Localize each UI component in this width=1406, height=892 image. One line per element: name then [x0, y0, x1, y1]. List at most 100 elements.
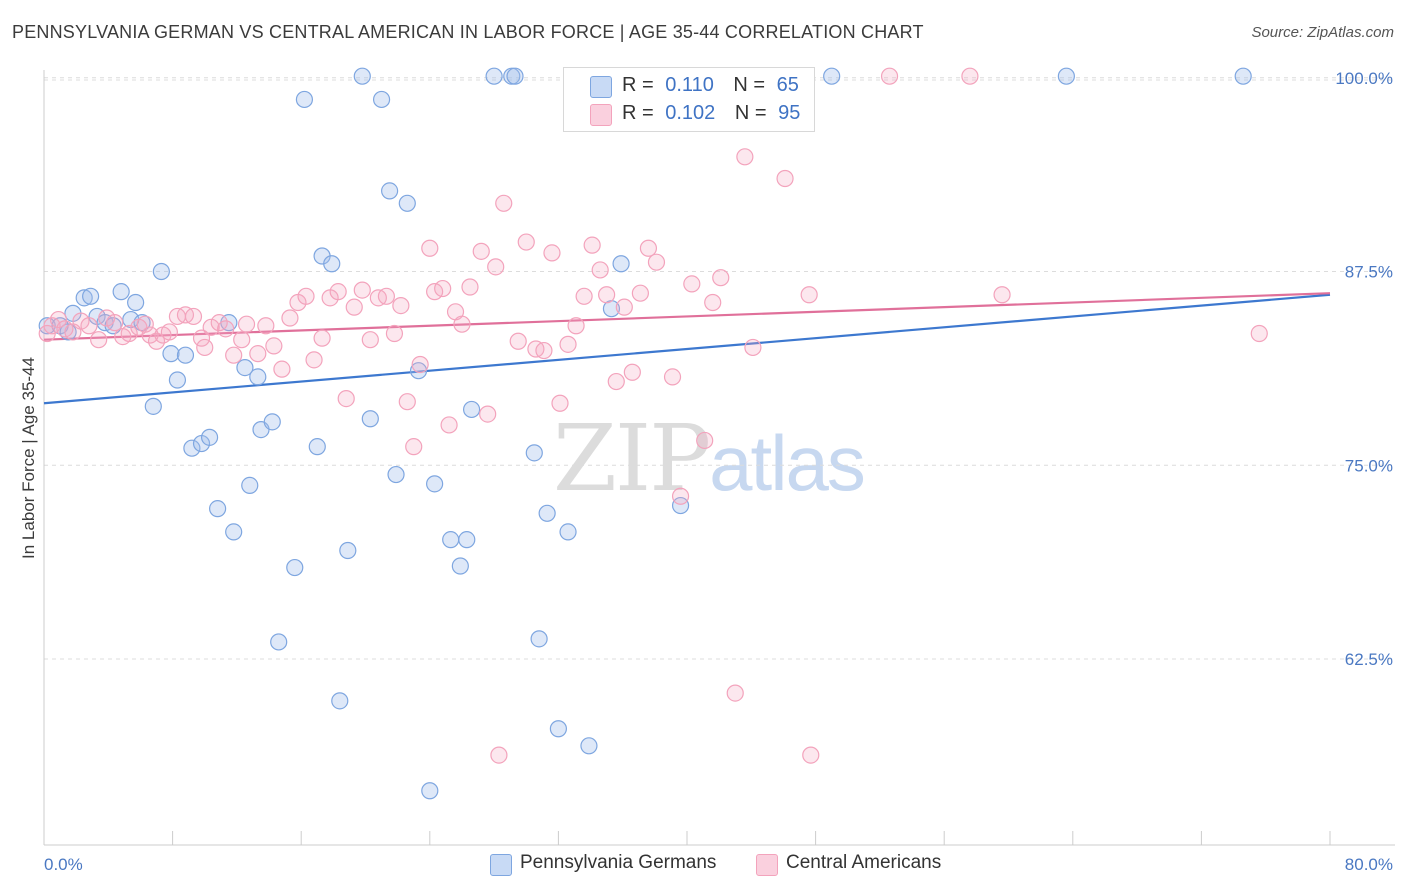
chart-title: PENNSYLVANIA GERMAN VS CENTRAL AMERICAN …	[12, 22, 924, 42]
data-point-blue	[183, 439, 201, 457]
data-point-pink	[704, 293, 722, 312]
axes	[43, 70, 1395, 846]
data-point-pink	[160, 323, 178, 341]
data-point-pink	[671, 487, 690, 505]
trend-line-pink	[43, 292, 1331, 341]
data-point-blue	[372, 90, 391, 109]
legend-blue-n-label: N =	[733, 74, 766, 96]
data-point-pink	[461, 278, 479, 296]
data-point-pink	[202, 318, 220, 336]
data-point-pink	[72, 312, 90, 330]
data-point-pink	[880, 67, 899, 85]
data-point-pink	[265, 337, 283, 355]
data-point-pink	[337, 390, 355, 408]
data-point-pink	[607, 372, 625, 391]
data-point-blue	[112, 283, 130, 301]
data-point-blue	[323, 255, 341, 273]
data-point-blue	[75, 289, 93, 307]
data-point-blue	[241, 476, 259, 494]
legend-swatch-blue	[590, 76, 612, 98]
data-point-blue	[162, 345, 180, 363]
legend-pink-r-value: 0.102	[665, 102, 716, 124]
data-point-blue	[506, 67, 524, 85]
data-point-pink	[217, 320, 235, 338]
data-point-pink	[543, 244, 561, 262]
data-point-blue	[361, 410, 379, 428]
x-tick-label: 80.0%	[1345, 855, 1393, 874]
data-point-blue	[485, 67, 503, 85]
y-axis-label: In Labor Force | Age 35-44	[19, 357, 38, 559]
data-point-pink	[192, 329, 211, 347]
legend-blue-n-value: 65	[776, 74, 799, 96]
data-point-blue	[451, 557, 469, 575]
data-point-pink	[575, 287, 593, 305]
data-point-pink	[623, 363, 641, 381]
data-point-pink	[353, 281, 371, 299]
data-point-blue	[59, 323, 77, 341]
data-point-blue	[127, 293, 145, 312]
data-point-pink	[509, 332, 527, 350]
data-point-pink	[98, 309, 116, 327]
data-point-pink	[487, 258, 505, 276]
data-point-pink	[567, 317, 585, 335]
data-point-blue	[381, 182, 399, 200]
data-point-pink	[551, 394, 569, 412]
data-point-pink	[631, 284, 649, 302]
data-point-blue	[538, 504, 556, 522]
data-point-pink	[196, 338, 214, 357]
x-tick-label: 0.0%	[44, 855, 83, 874]
series-swatch-blue	[490, 854, 512, 876]
data-point-pink	[535, 341, 553, 360]
data-point-blue	[421, 782, 439, 800]
series-swatch-pink	[756, 854, 778, 876]
legend-pink-n-value: 95	[778, 102, 801, 124]
legend-pink-r-label: R =	[622, 102, 654, 124]
data-point-blue	[270, 633, 288, 651]
data-point-blue	[671, 496, 690, 515]
data-point-pink	[961, 67, 979, 85]
data-point-pink	[726, 684, 744, 702]
y-tick-label: 100.0%	[1335, 69, 1393, 88]
data-point-pink	[305, 351, 323, 369]
legend-blue-r-value: 0.110	[665, 74, 714, 96]
data-point-blue	[152, 262, 170, 281]
data-point-blue	[426, 475, 444, 493]
data-point-blue	[387, 465, 405, 484]
data-point-blue	[458, 531, 476, 549]
data-point-pink	[225, 346, 243, 364]
chart-source: Source: ZipAtlas.com	[1251, 24, 1394, 41]
data-point-pink	[249, 345, 267, 363]
series-label-pink: Central Americans	[786, 852, 942, 873]
data-point-pink	[736, 148, 754, 166]
data-point-pink	[683, 275, 701, 293]
data-point-blue	[530, 630, 548, 648]
data-point-blue	[525, 444, 543, 462]
data-point-pink	[90, 331, 108, 349]
data-point-pink	[615, 298, 633, 316]
data-point-blue	[200, 428, 219, 446]
data-point-blue	[612, 255, 630, 273]
y-tick-label: 75.0%	[1345, 456, 1393, 475]
data-point-blue	[295, 90, 314, 109]
data-point-blue	[331, 692, 349, 710]
data-point-blue	[549, 720, 568, 738]
legend-pink-n-label: N =	[734, 102, 767, 124]
data-point-pink	[329, 283, 347, 301]
data-point-pink	[591, 261, 609, 279]
data-points	[38, 67, 1268, 800]
y-tick-label: 87.5%	[1345, 263, 1393, 282]
data-point-blue	[308, 438, 326, 456]
axis-labels: 62.5% 75.0% 87.5% 100.0% 0.0% 80.0% In Labor F…	[19, 69, 1393, 874]
data-point-pink	[257, 317, 275, 335]
data-point-pink	[744, 338, 762, 357]
data-point-pink	[136, 315, 154, 333]
data-point-pink	[210, 314, 228, 332]
data-point-pink	[696, 431, 714, 450]
data-point-blue	[263, 413, 281, 431]
data-point-pink	[712, 269, 730, 287]
data-point-pink	[281, 309, 299, 327]
data-point-blue	[286, 558, 304, 577]
data-point-pink	[106, 314, 124, 332]
series-label-blue: Pennsylvania Germans	[520, 852, 717, 873]
data-point-pink	[1250, 324, 1268, 343]
